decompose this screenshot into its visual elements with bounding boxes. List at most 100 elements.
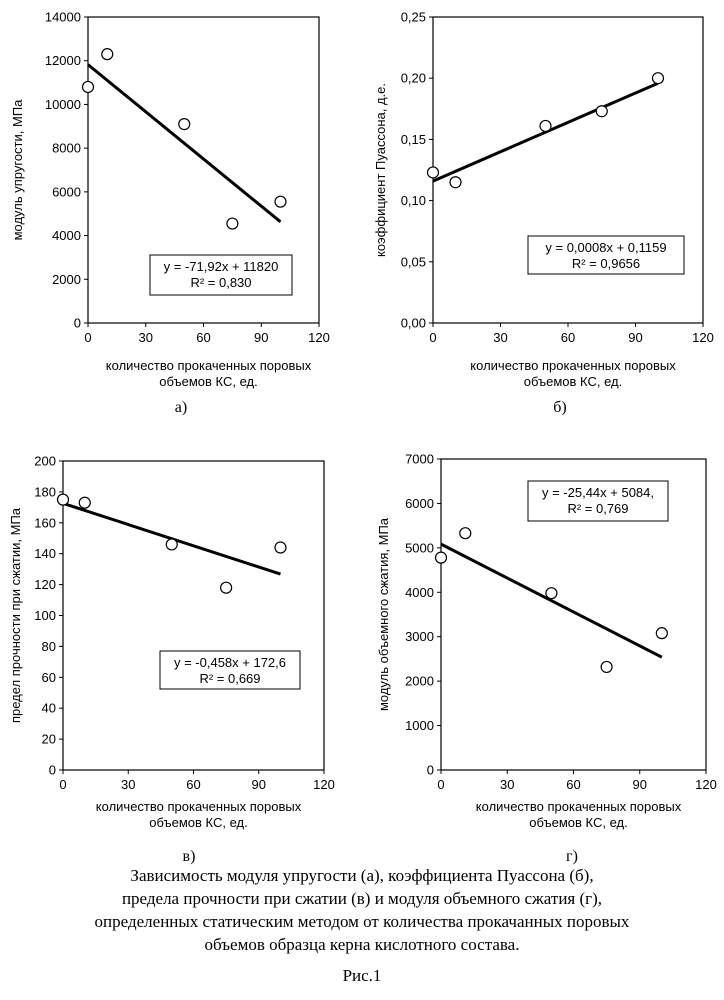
x-tick-label: 60 — [561, 330, 575, 345]
figure-label: Рис.1 — [0, 966, 724, 986]
y-tick-label: 80 — [42, 639, 56, 654]
trend-equation: y = -0,458x + 172,6 — [174, 655, 286, 670]
x-axis-label-line-2: объемов КС, ед. — [159, 374, 257, 389]
panel-label: б) — [553, 399, 566, 416]
y-tick-label: 0,20 — [401, 71, 426, 86]
x-tick-label: 60 — [566, 777, 580, 792]
y-tick-label: 100 — [34, 608, 56, 623]
x-tick-label: 0 — [59, 777, 66, 792]
x-tick-label: 90 — [633, 777, 647, 792]
data-point — [546, 588, 557, 599]
y-axis-label: модуль объемного сжатия, МПа — [376, 517, 391, 711]
y-tick-label: 6000 — [52, 184, 81, 199]
chart-panel-1: 0200040006000800010000120001400003060901… — [10, 10, 330, 417]
x-axis-label-line-2: объемов КС, ед. — [524, 374, 622, 389]
caption-line-2: предела прочности при сжатии (в) и модул… — [30, 887, 694, 910]
data-point — [596, 106, 607, 117]
trendline — [441, 544, 662, 657]
x-tick-label: 30 — [493, 330, 507, 345]
y-tick-label: 60 — [42, 670, 56, 685]
trend-equation: y = 0,0008x + 0,1159 — [545, 240, 666, 255]
y-tick-label: 180 — [34, 484, 56, 499]
x-tick-label: 30 — [139, 330, 153, 345]
r-squared-label: R² = 0,830 — [190, 275, 251, 290]
x-axis-label-line-1: количество прокаченных поровых — [96, 799, 302, 814]
data-point — [58, 494, 69, 505]
caption-line-1: Зависимость модуля упругости (а), коэффи… — [30, 864, 694, 887]
x-tick-label: 90 — [628, 330, 642, 345]
x-tick-label: 0 — [84, 330, 91, 345]
caption-line-4: объемов образца керна кислотного состава… — [30, 933, 694, 956]
data-point — [275, 196, 286, 207]
y-tick-label: 0,25 — [401, 10, 426, 25]
y-tick-label: 0,10 — [401, 193, 426, 208]
data-point — [601, 661, 612, 672]
y-tick-label: 0,05 — [401, 254, 426, 269]
chart-panel-4: 010002000300040005000600070000306090120м… — [376, 452, 717, 866]
y-axis-label: коэффициент Пуассона, д.е. — [373, 83, 388, 257]
y-tick-label: 0 — [74, 316, 81, 331]
y-tick-label: 4000 — [52, 228, 81, 243]
x-axis-label-line-2: объемов КС, ед. — [529, 815, 627, 830]
panel-label: а) — [175, 399, 187, 416]
y-tick-label: 7000 — [405, 452, 434, 467]
trendline — [433, 83, 658, 181]
data-point — [102, 49, 113, 60]
y-tick-label: 200 — [34, 454, 56, 469]
r-squared-label: R² = 0,769 — [567, 501, 628, 516]
data-point — [436, 552, 447, 563]
y-axis-label: модуль упругости, МПа — [10, 99, 25, 241]
chart-panel-2: 0,000,050,100,150,200,250306090120коэффи… — [373, 10, 714, 417]
data-point — [227, 218, 238, 229]
y-tick-label: 0 — [49, 763, 56, 778]
y-tick-label: 2000 — [52, 272, 81, 287]
y-tick-label: 8000 — [52, 141, 81, 156]
panel-label: в) — [183, 848, 196, 865]
data-point — [428, 167, 439, 178]
data-point — [460, 528, 471, 539]
data-point — [221, 582, 232, 593]
data-point — [179, 119, 190, 130]
y-tick-label: 20 — [42, 732, 56, 747]
data-point — [166, 539, 177, 550]
y-tick-label: 3000 — [405, 629, 434, 644]
data-point — [275, 542, 286, 553]
y-tick-label: 140 — [34, 546, 56, 561]
x-tick-label: 90 — [254, 330, 268, 345]
x-tick-label: 30 — [500, 777, 514, 792]
r-squared-label: R² = 0,669 — [199, 671, 260, 686]
trend-equation: y = -71,92x + 11820 — [164, 259, 279, 274]
x-axis-label-line-1: количество прокаченных поровых — [106, 358, 312, 373]
y-tick-label: 4000 — [405, 585, 434, 600]
data-point — [450, 177, 461, 188]
x-tick-label: 120 — [308, 330, 330, 345]
x-axis-label-line-2: объемов КС, ед. — [149, 815, 247, 830]
y-tick-label: 40 — [42, 701, 56, 716]
trend-equation: y = -25,44x + 5084, — [542, 485, 654, 500]
x-tick-label: 60 — [186, 777, 200, 792]
data-point — [653, 73, 664, 84]
y-tick-label: 6000 — [405, 496, 434, 511]
x-tick-label: 0 — [429, 330, 436, 345]
y-tick-label: 160 — [34, 515, 56, 530]
x-tick-label: 90 — [252, 777, 266, 792]
y-tick-label: 0,15 — [401, 132, 426, 147]
x-axis-label-line-1: количество прокаченных поровых — [476, 799, 682, 814]
x-tick-label: 0 — [437, 777, 444, 792]
y-tick-label: 0 — [427, 763, 434, 778]
r-squared-label: R² = 0,9656 — [572, 256, 640, 271]
caption-line-3: определенных статическим методом от коли… — [30, 910, 694, 933]
y-tick-label: 14000 — [45, 10, 81, 25]
data-point — [540, 120, 551, 131]
y-tick-label: 12000 — [45, 53, 81, 68]
x-tick-label: 120 — [313, 777, 335, 792]
x-tick-label: 120 — [695, 777, 717, 792]
x-tick-label: 30 — [121, 777, 135, 792]
y-tick-label: 1000 — [405, 718, 434, 733]
x-tick-label: 60 — [196, 330, 210, 345]
y-tick-label: 120 — [34, 577, 56, 592]
figure-caption: Зависимость модуля упругости (а), коэффи… — [30, 864, 694, 956]
chart-panel-3: 0 20 40 60 80 100 120 140 160 180 200 0 30 60 90 120 пре… — [8, 454, 335, 866]
y-axis-label: предел прочности при сжатии, МПа — [8, 507, 23, 723]
